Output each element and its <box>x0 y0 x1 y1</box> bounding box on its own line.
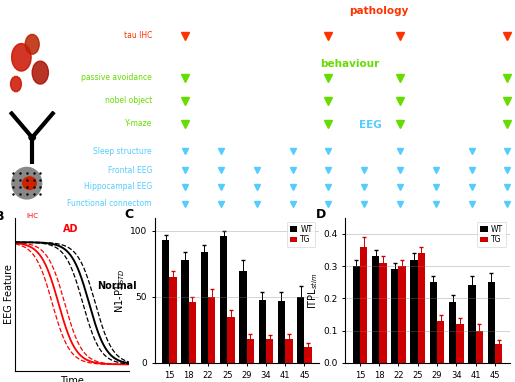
Bar <box>169 277 177 363</box>
Text: Y-maze: Y-maze <box>125 120 152 128</box>
Circle shape <box>25 34 39 54</box>
Text: 26: 26 <box>431 223 440 232</box>
Bar <box>181 260 188 363</box>
Text: 20: 20 <box>323 223 333 232</box>
Circle shape <box>12 44 31 71</box>
Bar <box>278 301 285 363</box>
Text: D: D <box>315 207 325 220</box>
Bar <box>399 266 406 363</box>
Bar <box>418 253 425 363</box>
Bar <box>456 324 464 363</box>
Ellipse shape <box>23 177 36 189</box>
Y-axis label: EEG Feature: EEG Feature <box>4 264 14 324</box>
Bar <box>437 321 444 363</box>
Bar <box>430 282 437 363</box>
Text: Functional connectom: Functional connectom <box>67 199 152 208</box>
Text: 14: 14 <box>216 223 226 232</box>
Bar <box>162 240 169 363</box>
Text: 12: 12 <box>181 223 190 232</box>
Bar <box>227 317 235 363</box>
Text: B: B <box>0 210 5 223</box>
Text: A: A <box>5 4 16 18</box>
Bar <box>259 299 266 363</box>
Text: 18: 18 <box>288 223 298 232</box>
Text: tau IHC: tau IHC <box>124 31 152 40</box>
Text: passive avoidance: passive avoidance <box>81 73 152 82</box>
Bar <box>297 297 304 363</box>
Text: C: C <box>125 207 134 220</box>
Bar <box>247 339 254 363</box>
Bar <box>201 252 208 363</box>
Text: 16: 16 <box>252 223 262 232</box>
Text: IHC: IHC <box>26 212 38 219</box>
Bar <box>266 339 273 363</box>
Bar <box>208 297 215 363</box>
Legend: WT, TG: WT, TG <box>477 222 506 247</box>
Bar <box>372 256 379 363</box>
Y-axis label: N1-P1$_{STD}$: N1-P1$_{STD}$ <box>113 268 127 312</box>
Bar <box>285 339 293 363</box>
Bar <box>495 343 502 363</box>
Text: week: week <box>333 246 357 255</box>
Bar <box>188 302 196 363</box>
Ellipse shape <box>29 135 36 140</box>
Bar <box>391 269 399 363</box>
Bar <box>410 260 418 363</box>
Text: 22: 22 <box>359 223 369 232</box>
Text: 30: 30 <box>503 223 512 232</box>
Bar <box>449 302 456 363</box>
Bar <box>476 331 483 363</box>
Text: behaviour: behaviour <box>320 59 380 69</box>
Text: AD: AD <box>63 224 78 235</box>
Circle shape <box>32 61 48 84</box>
Text: Normal: Normal <box>97 281 136 291</box>
Ellipse shape <box>12 167 42 199</box>
Text: 28: 28 <box>467 223 476 232</box>
Text: EEG: EEG <box>359 120 382 130</box>
X-axis label: Time: Time <box>60 376 84 382</box>
Bar <box>239 270 247 363</box>
Bar <box>468 285 476 363</box>
Circle shape <box>10 76 22 92</box>
Text: Hippocampal EEG: Hippocampal EEG <box>83 183 152 191</box>
Legend: WT, TG: WT, TG <box>286 222 316 247</box>
Bar <box>379 263 387 363</box>
Bar <box>304 347 312 363</box>
Text: Frontal EEG: Frontal EEG <box>108 166 152 175</box>
Y-axis label: ITPL$_{stim}$: ITPL$_{stim}$ <box>306 272 320 309</box>
Text: 24: 24 <box>395 223 405 232</box>
Text: pathology: pathology <box>349 6 408 16</box>
Text: Sleep structure: Sleep structure <box>93 147 152 156</box>
Bar <box>488 282 495 363</box>
Bar <box>353 266 360 363</box>
Bar <box>220 236 227 363</box>
Bar <box>360 247 367 363</box>
Text: nobel object: nobel object <box>105 96 152 105</box>
